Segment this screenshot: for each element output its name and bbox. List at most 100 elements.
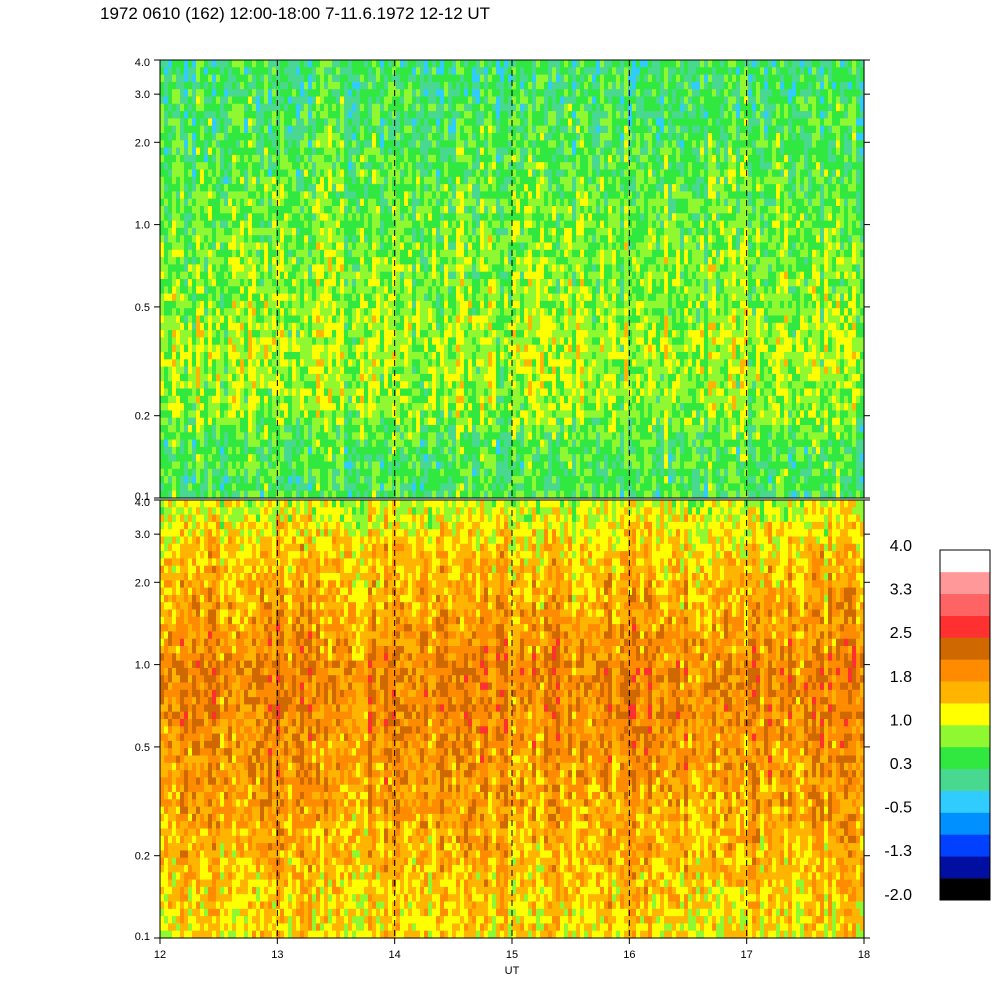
heatmap-cell xyxy=(216,330,221,338)
heatmap-cell xyxy=(472,264,477,273)
heatmap-cell xyxy=(280,322,285,331)
heatmap-cell xyxy=(232,198,237,207)
heatmap-cell xyxy=(248,220,253,229)
heatmap-cell xyxy=(432,483,437,492)
heatmap-cell xyxy=(452,395,457,404)
heatmap-cell xyxy=(304,213,309,222)
heatmap-cell xyxy=(348,330,353,338)
heatmap-cell xyxy=(304,410,309,419)
heatmap-cell xyxy=(396,96,401,105)
heatmap-cell xyxy=(184,147,189,156)
heatmap-cell xyxy=(460,242,465,251)
heatmap-cell xyxy=(360,74,365,83)
heatmap-cell xyxy=(300,446,305,455)
heatmap-cell xyxy=(340,169,345,178)
heatmap-cell xyxy=(180,176,185,185)
heatmap-cell xyxy=(428,227,433,236)
heatmap-cell xyxy=(404,461,409,470)
heatmap-cell xyxy=(236,147,241,156)
heatmap-cell xyxy=(192,271,197,280)
heatmap-cell xyxy=(464,439,469,448)
heatmap-cell xyxy=(224,271,229,280)
heatmap-cell xyxy=(452,89,457,98)
heatmap-cell xyxy=(308,154,313,163)
heatmap-cell xyxy=(304,169,309,178)
heatmap-cell xyxy=(212,300,217,309)
heatmap-cell xyxy=(416,133,421,141)
heatmap-cell xyxy=(160,381,165,390)
heatmap-cell xyxy=(252,388,257,397)
heatmap-cell xyxy=(336,454,341,463)
heatmap-cell xyxy=(464,446,469,455)
heatmap-cell xyxy=(316,293,321,302)
heatmap-cell xyxy=(284,264,289,273)
heatmap-cell xyxy=(416,344,421,353)
heatmap-cell xyxy=(468,176,473,185)
heatmap-cell xyxy=(360,468,365,477)
heatmap-cell xyxy=(412,125,417,134)
heatmap-cell xyxy=(284,74,289,83)
heatmap-cell xyxy=(488,315,493,324)
heatmap-cell xyxy=(180,220,185,229)
heatmap-cell xyxy=(316,147,321,156)
heatmap-cell xyxy=(188,154,193,163)
heatmap-cell xyxy=(204,111,209,119)
heatmap-cell xyxy=(348,490,353,499)
heatmap-cell xyxy=(192,388,197,397)
heatmap-cell xyxy=(424,446,429,455)
heatmap-cell xyxy=(432,403,437,411)
heatmap-cell xyxy=(472,446,477,455)
heatmap-cell xyxy=(232,213,237,222)
heatmap-cell xyxy=(344,206,349,214)
heatmap-cell xyxy=(272,286,277,295)
heatmap-cell xyxy=(472,330,477,338)
heatmap-cell xyxy=(316,476,321,484)
heatmap-cell xyxy=(356,337,361,346)
heatmap-cell xyxy=(352,381,357,390)
heatmap-cell xyxy=(204,206,209,214)
heatmap-cell xyxy=(332,344,337,353)
heatmap-cell xyxy=(392,125,397,134)
heatmap-cell xyxy=(288,162,293,171)
heatmap-cell xyxy=(308,490,313,499)
heatmap-cell xyxy=(252,133,257,141)
heatmap-cell xyxy=(332,235,337,244)
heatmap-cell xyxy=(384,213,389,222)
heatmap-cell xyxy=(172,315,177,324)
heatmap-cell xyxy=(332,89,337,98)
heatmap-cell xyxy=(360,403,365,411)
heatmap-cell xyxy=(172,147,177,156)
heatmap-cell xyxy=(196,227,201,236)
heatmap-cell xyxy=(400,198,405,207)
heatmap-cell xyxy=(420,242,425,251)
heatmap-cell xyxy=(276,184,281,192)
heatmap-cell xyxy=(296,381,301,390)
heatmap-cell xyxy=(276,293,281,302)
heatmap-cell xyxy=(476,293,481,302)
heatmap-cell xyxy=(460,439,465,448)
heatmap-cell xyxy=(416,483,421,492)
heatmap-cell xyxy=(164,373,169,382)
heatmap-cell xyxy=(244,191,249,200)
heatmap-cell xyxy=(224,111,229,119)
heatmap-cell xyxy=(184,133,189,141)
heatmap-cell xyxy=(192,461,197,470)
heatmap-cell xyxy=(272,446,277,455)
heatmap-cell xyxy=(372,257,377,265)
heatmap-cell xyxy=(304,315,309,324)
heatmap-cell xyxy=(252,279,257,287)
heatmap-cell xyxy=(464,476,469,484)
heatmap-cell xyxy=(412,227,417,236)
heatmap-cell xyxy=(404,96,409,105)
heatmap-cell xyxy=(288,264,293,273)
heatmap-cell xyxy=(172,293,177,302)
heatmap-cell xyxy=(468,439,473,448)
heatmap-cell xyxy=(280,191,285,200)
heatmap-cell xyxy=(272,337,277,346)
heatmap-cell xyxy=(200,206,205,214)
heatmap-cell xyxy=(412,213,417,222)
heatmap-cell xyxy=(400,388,405,397)
heatmap-cell xyxy=(224,315,229,324)
heatmap-cell xyxy=(356,300,361,309)
heatmap-cell xyxy=(464,432,469,441)
